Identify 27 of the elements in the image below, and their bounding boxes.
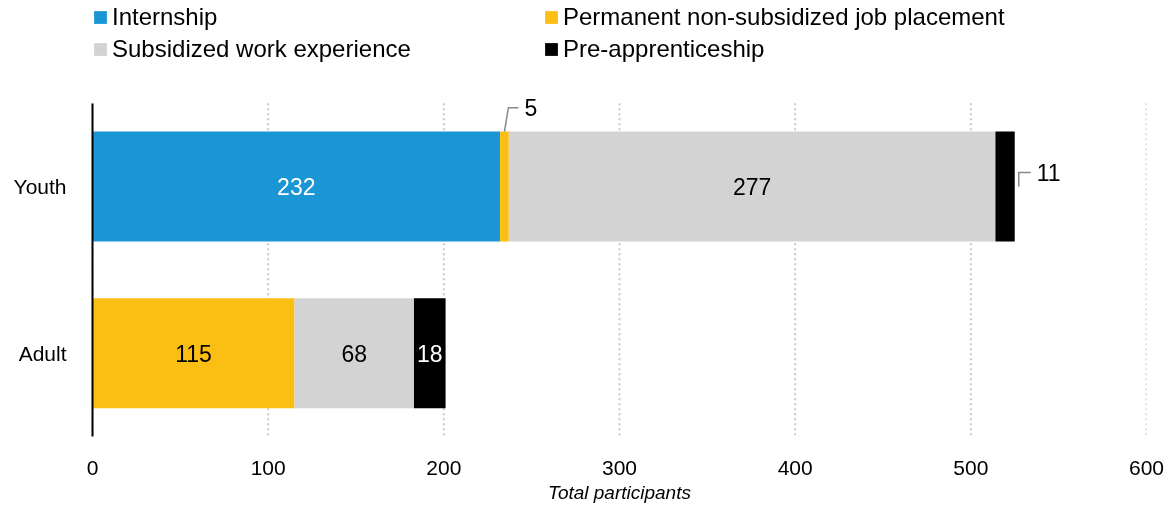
bar [92,131,501,242]
y-tick-label: Youth [13,175,67,199]
data-label: 277 [732,174,772,201]
legend-label: Internship [112,3,219,31]
x-tick-label: 500 [953,455,989,479]
legend-label: Pre-apprenticeship [563,35,766,63]
x-tick-label: 400 [777,455,813,479]
data-label: 115 [175,340,212,367]
bar [92,298,295,409]
data-label: 5 [524,95,538,122]
data-label: 68 [341,340,368,367]
data-label: 232 [277,174,316,201]
legend-label: Subsidized work experience [112,35,412,63]
data-label: 18 [416,340,443,367]
legend-label: Permanent non-subsidized job placement [563,3,1005,31]
data-label: 11 [1036,160,1061,187]
bar [500,131,509,242]
bar [413,298,446,409]
bar [995,131,1015,242]
x-tick-label: 0 [86,455,99,479]
x-tick-label: 600 [1128,455,1165,479]
x-tick-label: 300 [601,455,638,479]
x-axis-title: Total participants [548,481,692,503]
bar [294,298,414,409]
x-tick-label: 200 [426,455,462,479]
y-tick-label: Adult [18,341,67,365]
x-tick-label: 100 [250,455,286,479]
